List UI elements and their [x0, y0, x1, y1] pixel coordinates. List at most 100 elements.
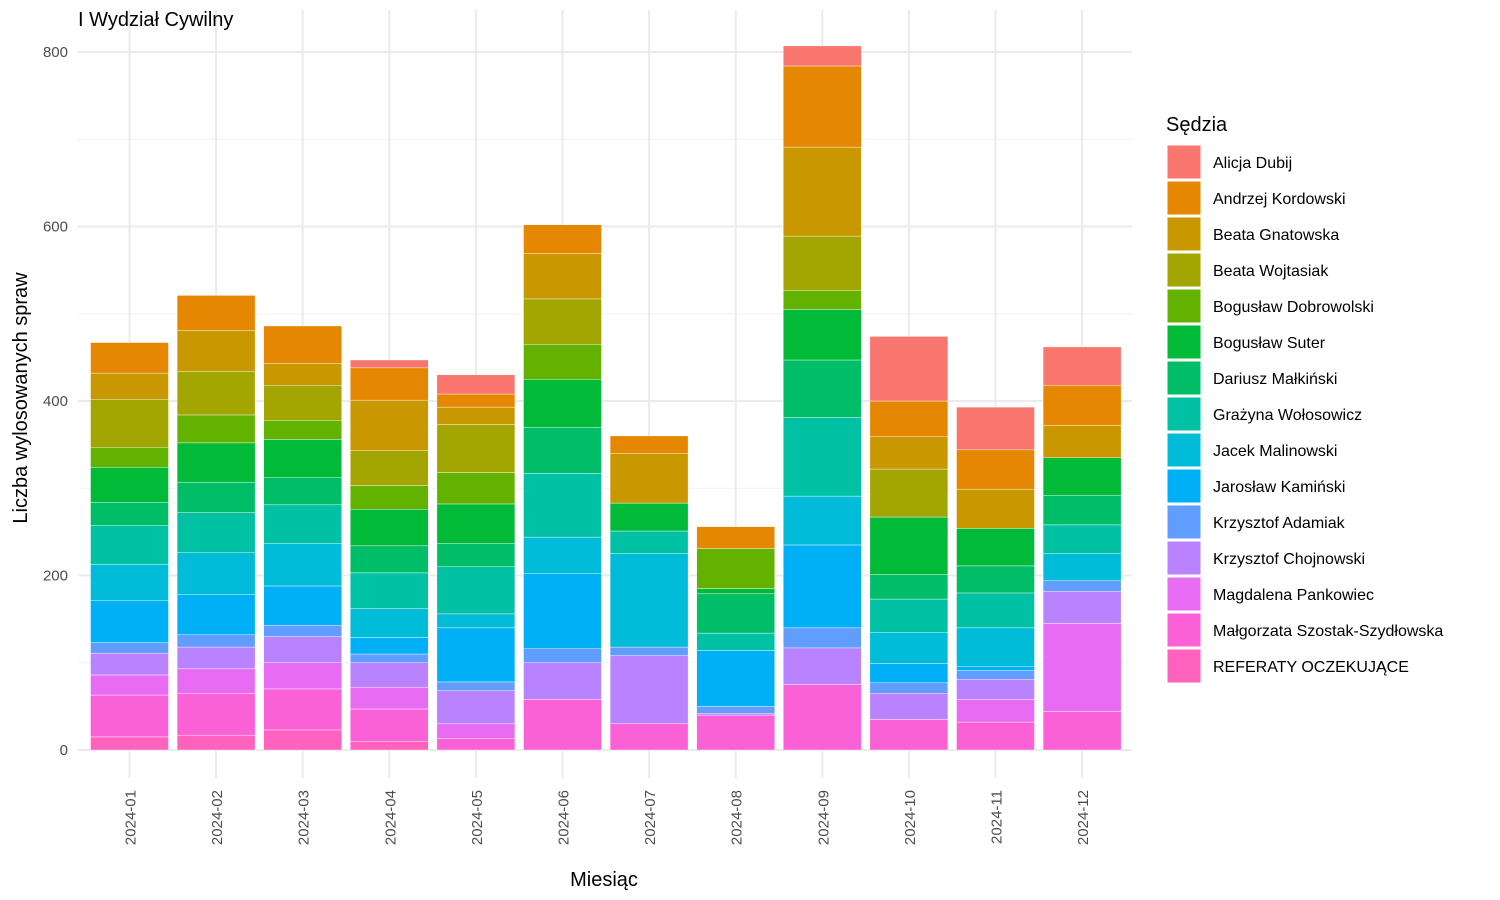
x-tick-label: 2024-10	[902, 790, 919, 845]
legend-key	[1166, 288, 1202, 324]
legend-key	[1166, 180, 1202, 216]
bar-segment	[523, 662, 602, 700]
bar-segment	[436, 738, 516, 751]
bar-segment	[1042, 623, 1122, 712]
bar-segment	[869, 693, 949, 720]
bar-segment	[90, 447, 169, 468]
bar-segment	[90, 399, 169, 448]
bar-segment	[176, 295, 256, 331]
bar-segment	[263, 385, 342, 421]
bar-segment	[176, 552, 256, 595]
bar-segment	[176, 442, 256, 483]
bar-segment	[783, 146, 862, 237]
bar-segment	[350, 450, 429, 486]
bar-segment	[90, 694, 169, 738]
bar-segment	[869, 682, 949, 694]
bar-segment	[609, 553, 689, 648]
bar-segment	[1042, 580, 1122, 592]
chart-title: I Wydział Cywilny	[78, 9, 233, 31]
legend-label: Jarosław Kamiński	[1213, 479, 1345, 496]
bar-segment	[263, 477, 342, 506]
bar-segment	[869, 598, 949, 633]
bar-segment	[263, 363, 342, 386]
bar-segment	[263, 729, 342, 751]
bar-segment	[956, 627, 1035, 667]
bar-segment	[176, 634, 256, 648]
legend-label: Krzysztof Adamiak	[1213, 515, 1346, 532]
bar-segment	[350, 367, 429, 401]
bar-segment	[956, 666, 1035, 671]
x-tick-label: 2024-05	[469, 790, 486, 845]
bars-group	[90, 45, 1122, 751]
bar-segment	[956, 721, 1035, 751]
bar-segment	[783, 495, 862, 546]
bar-segment	[523, 473, 602, 538]
legend-label: Beata Wojtasiak	[1213, 263, 1329, 280]
legend-key	[1166, 252, 1202, 288]
bar-segment	[609, 453, 689, 504]
bar-segment	[350, 708, 429, 742]
bar-segment	[90, 342, 169, 374]
x-tick-label: 2024-12	[1075, 790, 1092, 845]
legend-key	[1166, 504, 1202, 540]
legend-key	[1166, 648, 1202, 684]
bar-segment	[90, 736, 169, 751]
bar-segment	[523, 344, 602, 380]
bar-segment	[90, 652, 169, 676]
bar-segment	[90, 642, 169, 654]
bar-segment	[869, 468, 949, 518]
bar-segment	[956, 528, 1035, 567]
bar-segment	[523, 573, 602, 649]
bar-segment	[176, 512, 256, 554]
y-tick-label: 200	[43, 568, 68, 585]
bar-segment	[696, 714, 775, 751]
bar-segment	[263, 439, 342, 478]
bar-segment	[696, 650, 775, 707]
bar-segment	[696, 526, 775, 549]
bar-segment	[523, 298, 602, 345]
bar-segment	[1042, 553, 1122, 581]
legend-key	[1166, 216, 1202, 252]
bar-segment	[696, 706, 775, 714]
bar-segment	[609, 530, 689, 554]
bar-segment	[90, 674, 169, 696]
bar-segment	[350, 637, 429, 655]
bar-segment	[263, 636, 342, 663]
x-axis-ticks: 2024-01 2024-02 2024-03 2024-04 2024-05 2024-…	[123, 790, 1093, 845]
bar-segment	[783, 647, 862, 685]
x-tick-label: 2024-08	[729, 790, 746, 845]
bar-segment	[783, 289, 862, 310]
bar-segment	[696, 593, 775, 634]
bar-segment	[90, 563, 169, 602]
legend-key	[1166, 324, 1202, 360]
bar-segment	[609, 646, 689, 656]
bar-segment	[90, 467, 169, 503]
bar-segment	[176, 371, 256, 416]
bar-segment	[436, 543, 516, 567]
y-axis-title: Liczba wylosowanych spraw	[10, 272, 32, 524]
legend-label: Beata Gnatowska	[1213, 227, 1339, 244]
legend-label: Dariusz Małkiński	[1213, 371, 1337, 388]
bar-segment	[956, 565, 1035, 594]
bar-segment	[783, 544, 862, 629]
legend-label: Grażyna Wołosowicz	[1213, 407, 1362, 424]
x-tick-label: 2024-04	[382, 790, 399, 845]
bar-segment	[696, 713, 775, 716]
bar-segment	[436, 613, 516, 629]
legend-key	[1166, 144, 1202, 180]
bar-segment	[436, 503, 516, 544]
bar-segment	[263, 688, 342, 731]
bar-segment	[1042, 524, 1122, 554]
legend-label: Małgorzata Szostak-Szydłowska	[1213, 623, 1443, 640]
bar-segment	[350, 399, 429, 451]
bar-segment	[436, 406, 516, 425]
bar-segment	[869, 400, 949, 437]
y-tick-label: 400	[43, 393, 68, 410]
bar-segment	[263, 625, 342, 637]
bar-segment	[869, 516, 949, 575]
legend-key	[1166, 576, 1202, 612]
bar-segment	[1042, 425, 1122, 458]
legend-label: Bogusław Dobrowolski	[1213, 299, 1374, 316]
legend-key	[1166, 360, 1202, 396]
bar-segment	[869, 436, 949, 470]
